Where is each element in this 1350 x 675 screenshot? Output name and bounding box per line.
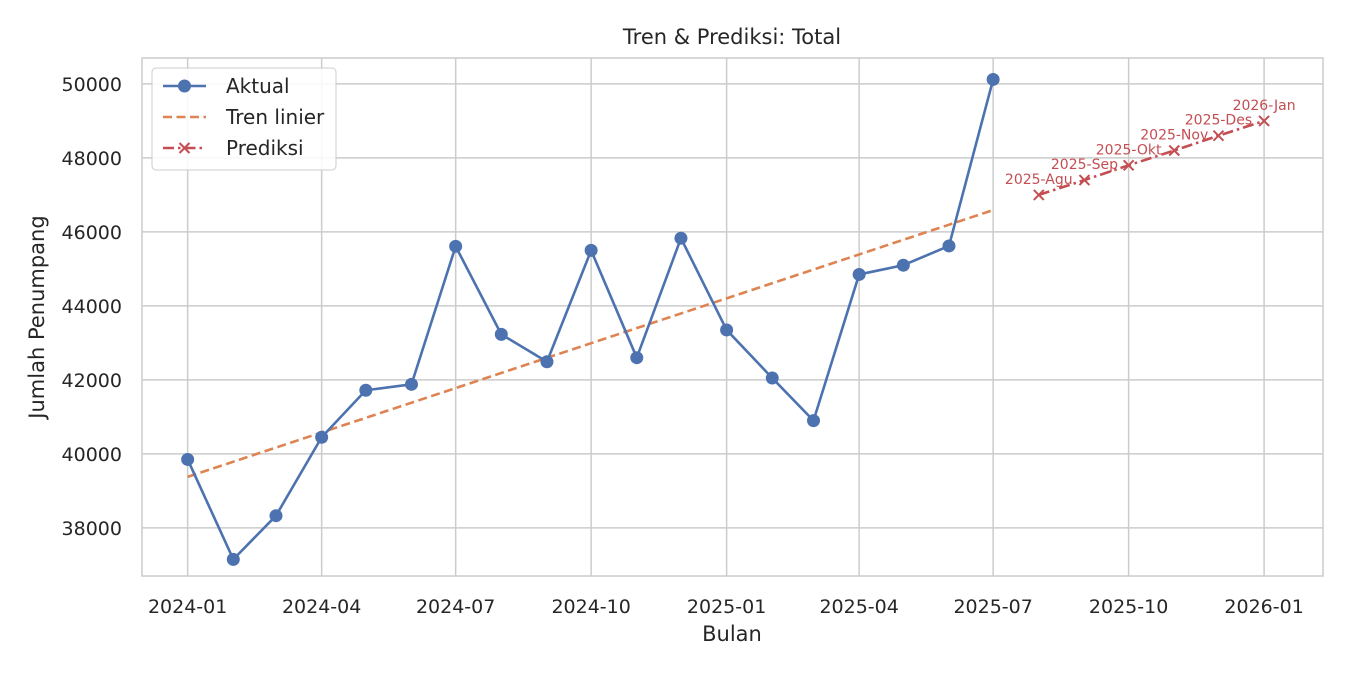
x-axis-ticks: 2024-01 2024-04 2024-07 2024-10 2025-01 2025-… xyxy=(148,596,1304,618)
prediksi-point xyxy=(1258,115,1270,127)
x-tick-label: 2025-10 xyxy=(1089,596,1168,618)
aktual-point xyxy=(404,377,418,391)
aktual-point xyxy=(226,552,240,566)
legend-swatch-marker xyxy=(178,79,191,93)
aktual-point xyxy=(986,72,1000,86)
aktual-point xyxy=(540,355,554,369)
prediksi-point xyxy=(1212,129,1225,142)
legend: Aktual Tren linier Prediksi xyxy=(151,67,337,171)
legend-item: Tren linier xyxy=(163,105,325,129)
y-tick-label: 44000 xyxy=(62,296,122,318)
aktual-point xyxy=(449,239,463,253)
legend-label: Tren linier xyxy=(225,105,325,129)
aktual-point xyxy=(806,414,820,428)
aktual-point xyxy=(765,371,779,385)
prediksi-data-label: 2025-Agu xyxy=(1005,172,1073,188)
y-tick-label: 48000 xyxy=(62,148,122,170)
aktual-point xyxy=(942,239,956,253)
aktual-point xyxy=(674,231,688,245)
y-axis-ticks: 38000 40000 42000 44000 46000 48000 50000 xyxy=(62,74,122,540)
grid xyxy=(142,58,1323,576)
series-prediksi: 2025-Agu2025-Sep2025-Okt2025-Nov2025-Des… xyxy=(1005,98,1296,201)
aktual-point xyxy=(852,267,866,281)
y-axis-label: Jumlah Penumpang xyxy=(25,215,49,420)
x-tick-label: 2024-07 xyxy=(416,596,495,618)
prediksi-data-label: 2025-Nov xyxy=(1140,128,1208,144)
legend-label: Prediksi xyxy=(226,136,304,160)
aktual-point xyxy=(359,383,373,397)
x-tick-label: 2025-01 xyxy=(687,596,766,618)
x-tick-label: 2025-07 xyxy=(953,596,1032,618)
prediksi-data-label: 2025-Okt xyxy=(1096,142,1162,158)
y-tick-label: 38000 xyxy=(62,518,122,540)
x-tick-label: 2024-04 xyxy=(282,596,361,618)
plot-frame xyxy=(141,57,1324,577)
prediksi-data-label: 2025-Sep xyxy=(1051,157,1118,173)
chart-title: Tren & Prediksi: Total xyxy=(622,25,841,49)
prediksi-line xyxy=(1038,119,1265,197)
aktual-point xyxy=(720,323,734,337)
prediksi-point xyxy=(1033,189,1045,201)
legend-box xyxy=(151,67,337,171)
y-tick-label: 40000 xyxy=(62,444,122,466)
y-tick-label: 46000 xyxy=(62,222,122,244)
aktual-point xyxy=(181,452,195,466)
series-aktual xyxy=(181,72,1000,566)
prediksi-point xyxy=(1078,174,1091,186)
x-tick-label: 2025-04 xyxy=(819,596,898,618)
x-axis-label: Bulan xyxy=(702,622,762,646)
legend-item: Aktual xyxy=(163,74,290,98)
legend-item: Prediksi xyxy=(163,136,304,160)
aktual-point xyxy=(896,258,910,272)
series-layer: 2025-Agu2025-Sep2025-Okt2025-Nov2025-Des… xyxy=(181,72,1296,566)
prediksi-point xyxy=(1122,159,1135,172)
aktual-point xyxy=(315,430,329,444)
prediksi-data-label: 2025-Des xyxy=(1185,113,1252,129)
x-tick-label: 2024-01 xyxy=(148,596,227,618)
prediksi-data-label: 2026-Jan xyxy=(1233,98,1296,114)
aktual-point xyxy=(269,509,283,523)
y-tick-label: 42000 xyxy=(62,370,122,392)
aktual-point xyxy=(584,243,598,257)
y-tick-label: 50000 xyxy=(62,74,122,96)
legend-label: Aktual xyxy=(226,74,290,98)
prediksi-point xyxy=(1168,144,1180,157)
x-tick-label: 2026-01 xyxy=(1224,596,1303,618)
aktual-point xyxy=(494,327,508,341)
aktual-point xyxy=(630,351,644,365)
x-tick-label: 2024-10 xyxy=(551,596,630,618)
legend-swatch-marker xyxy=(178,142,191,154)
